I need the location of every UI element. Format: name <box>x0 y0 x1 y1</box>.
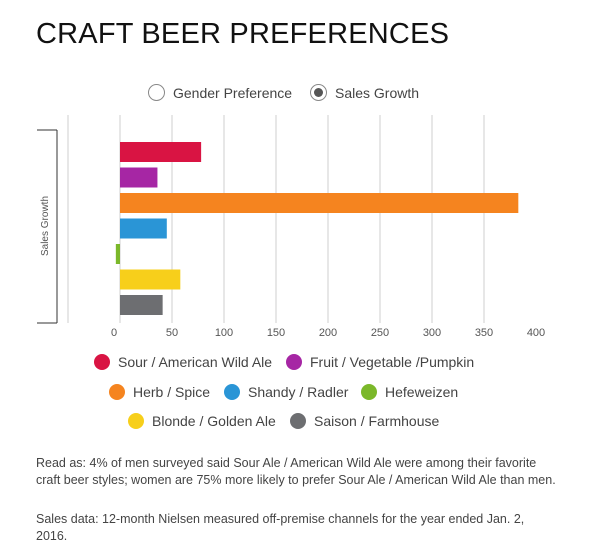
bar <box>120 142 202 162</box>
sales-growth-toggle[interactable]: Sales Growth <box>310 84 419 101</box>
legend-dot-icon <box>286 354 302 370</box>
gender-preference-toggle[interactable]: Gender Preference <box>148 84 292 101</box>
page-title: CRAFT BEER PREFERENCES <box>36 18 450 50</box>
x-tick-label: 150 <box>267 327 285 339</box>
x-tick-label: 250 <box>371 327 389 339</box>
legend-item-fruit[interactable]: Fruit / Vegetable /Pumpkin <box>286 354 474 370</box>
bar <box>120 218 167 239</box>
legend-label: Hefeweizen <box>385 384 459 400</box>
gender-preference-label: Gender Preference <box>173 84 293 101</box>
read-as-note: Read as: 4% of men surveyed said Sour Al… <box>36 456 556 487</box>
legend-dot-icon <box>94 354 110 370</box>
legend-dot-icon <box>290 413 306 429</box>
x-tick-label: 50 <box>166 327 178 339</box>
legend-dot-icon <box>361 384 377 400</box>
x-tick-label: 100 <box>215 327 233 339</box>
legend-dot-icon <box>109 384 125 400</box>
bar <box>120 193 519 213</box>
legend-item-shandy[interactable]: Shandy / Radler <box>224 384 348 400</box>
y-axis-label: Sales Growth <box>40 196 51 256</box>
legend-label: Herb / Spice <box>133 384 211 400</box>
legend-item-saison[interactable]: Saison / Farmhouse <box>290 413 439 429</box>
x-tick-label: 0 <box>111 327 117 339</box>
sales-growth-label: Sales Growth <box>335 84 420 101</box>
bar <box>120 167 158 188</box>
bar <box>120 269 181 290</box>
legend-label: Shandy / Radler <box>248 384 349 400</box>
legend-item-blonde[interactable]: Blonde / Golden Ale <box>128 413 276 429</box>
x-tick-label: 400 <box>527 327 545 339</box>
bar-chart: 0 50 100 150 200 250 300 350 400 Sales Growth <box>37 115 545 339</box>
legend-item-hefeweizen[interactable]: Hefeweizen <box>361 384 458 400</box>
x-tick-label: 200 <box>319 327 337 339</box>
sales-data-note: Sales data: 12-month Nielsen measured of… <box>36 512 525 543</box>
x-tick-label: 350 <box>475 327 493 339</box>
legend-label: Saison / Farmhouse <box>314 413 440 429</box>
legend-item-herb[interactable]: Herb / Spice <box>109 384 210 400</box>
legend-item-sour[interactable]: Sour / American Wild Ale <box>94 354 272 370</box>
gender-preference-radio-icon[interactable] <box>148 84 165 101</box>
bar <box>120 295 163 315</box>
legend-label: Blonde / Golden Ale <box>152 413 276 429</box>
legend-dot-icon <box>224 384 240 400</box>
sales-growth-radio-icon[interactable] <box>310 84 327 101</box>
legend-dot-icon <box>128 413 144 429</box>
legend-label: Fruit / Vegetable /Pumpkin <box>310 354 475 370</box>
legend-label: Sour / American Wild Ale <box>118 354 273 370</box>
bar <box>115 244 120 264</box>
x-tick-label: 300 <box>423 327 441 339</box>
